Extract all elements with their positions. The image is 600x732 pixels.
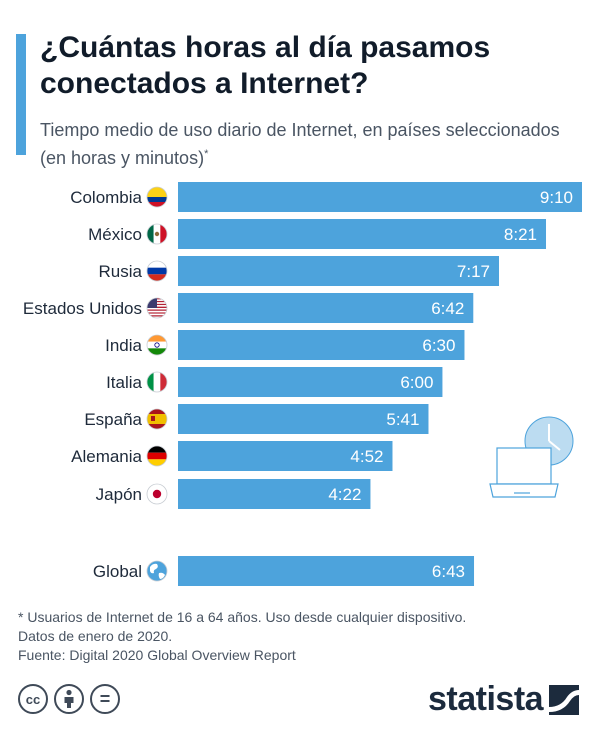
category-label: Estados Unidos [23, 299, 142, 318]
bar-row-alemania: Alemania 4:52 [71, 441, 393, 471]
laptop-icon [496, 447, 552, 485]
value-label: 7:17 [457, 262, 490, 281]
category-label: México [88, 225, 142, 244]
bar-row-india: India 6:30 [105, 330, 465, 360]
bar-chart: Colombia 9:10 México 8:21 Rusia 7:17 Estados U… [23, 182, 582, 586]
by-icon[interactable] [54, 684, 84, 714]
bar [178, 293, 474, 323]
footnote: * Usuarios de Internet de 16 a 64 años. … [18, 608, 588, 665]
bar [178, 479, 371, 509]
cc-icon[interactable]: cc [18, 684, 48, 714]
japan-flag-icon [147, 484, 167, 504]
bar-row-global: Global 6:43 [93, 556, 475, 586]
category-label: Rusia [99, 262, 143, 281]
bar [178, 404, 429, 434]
value-label: 8:21 [504, 225, 537, 244]
bar-row-italia: Italia 6:00 [106, 367, 443, 397]
value-label: 6:43 [432, 562, 465, 581]
bar [178, 441, 393, 471]
spain-flag-icon [147, 409, 167, 429]
category-label: Alemania [71, 447, 142, 466]
value-label: 6:30 [422, 336, 455, 355]
category-label: Colombia [70, 188, 142, 207]
mexico-flag-icon [147, 224, 167, 244]
bar-row-colombia: Colombia 9:10 [70, 182, 582, 212]
category-label: Italia [106, 373, 142, 392]
india-flag-icon [147, 335, 167, 355]
bar-row-estados-unidos: Estados Unidos 6:42 [23, 293, 474, 323]
italy-flag-icon [147, 372, 167, 392]
statista-logo-icon [549, 684, 580, 715]
value-label: 6:42 [431, 299, 464, 318]
bar [178, 182, 582, 212]
laptop-clock-illustration [489, 416, 574, 498]
value-label: 6:00 [400, 373, 433, 392]
bar-row-espana: España 5:41 [84, 404, 429, 434]
bar-row-mexico: México 8:21 [88, 219, 547, 249]
statista-logo[interactable]: statista [428, 680, 580, 719]
chart-subtitle: Tiempo medio de uso diario de Internet, … [40, 118, 580, 170]
value-label: 4:52 [350, 447, 383, 466]
nd-icon[interactable]: = [90, 684, 120, 714]
category-label: India [105, 336, 142, 355]
category-label: España [84, 410, 142, 429]
bar [178, 556, 475, 586]
bar [178, 330, 465, 360]
subtitle-footnote-mark: * [204, 148, 209, 160]
value-label: 5:41 [386, 410, 419, 429]
bar [178, 219, 547, 249]
subtitle-text: Tiempo medio de uso diario de Internet, … [40, 120, 560, 168]
footnote-line-1: * Usuarios de Internet de 16 a 64 años. … [18, 609, 467, 625]
category-label: Global [93, 562, 142, 581]
bar [178, 256, 499, 286]
license-icons: cc = [18, 684, 120, 714]
bar [178, 367, 443, 397]
colombia-flag-icon [147, 187, 167, 207]
footnote-line-2: Datos de enero de 2020. [18, 628, 173, 644]
category-label: Japón [96, 485, 142, 504]
value-label: 9:10 [540, 188, 573, 207]
germany-flag-icon [147, 446, 167, 466]
russia-flag-icon [147, 261, 167, 281]
brand-name: statista [428, 680, 544, 718]
chart-title: ¿Cuántas horas al día pasamos conectados… [40, 31, 491, 100]
source-line: Fuente: Digital 2020 Global Overview Rep… [18, 647, 296, 663]
title-accent-bar [16, 34, 26, 155]
value-label: 4:22 [328, 485, 361, 504]
bar-row-japon: Japón 4:22 [96, 479, 371, 509]
usa-flag-icon [147, 298, 167, 318]
globe-icon [147, 561, 167, 581]
bar-row-rusia: Rusia 7:17 [99, 256, 499, 286]
